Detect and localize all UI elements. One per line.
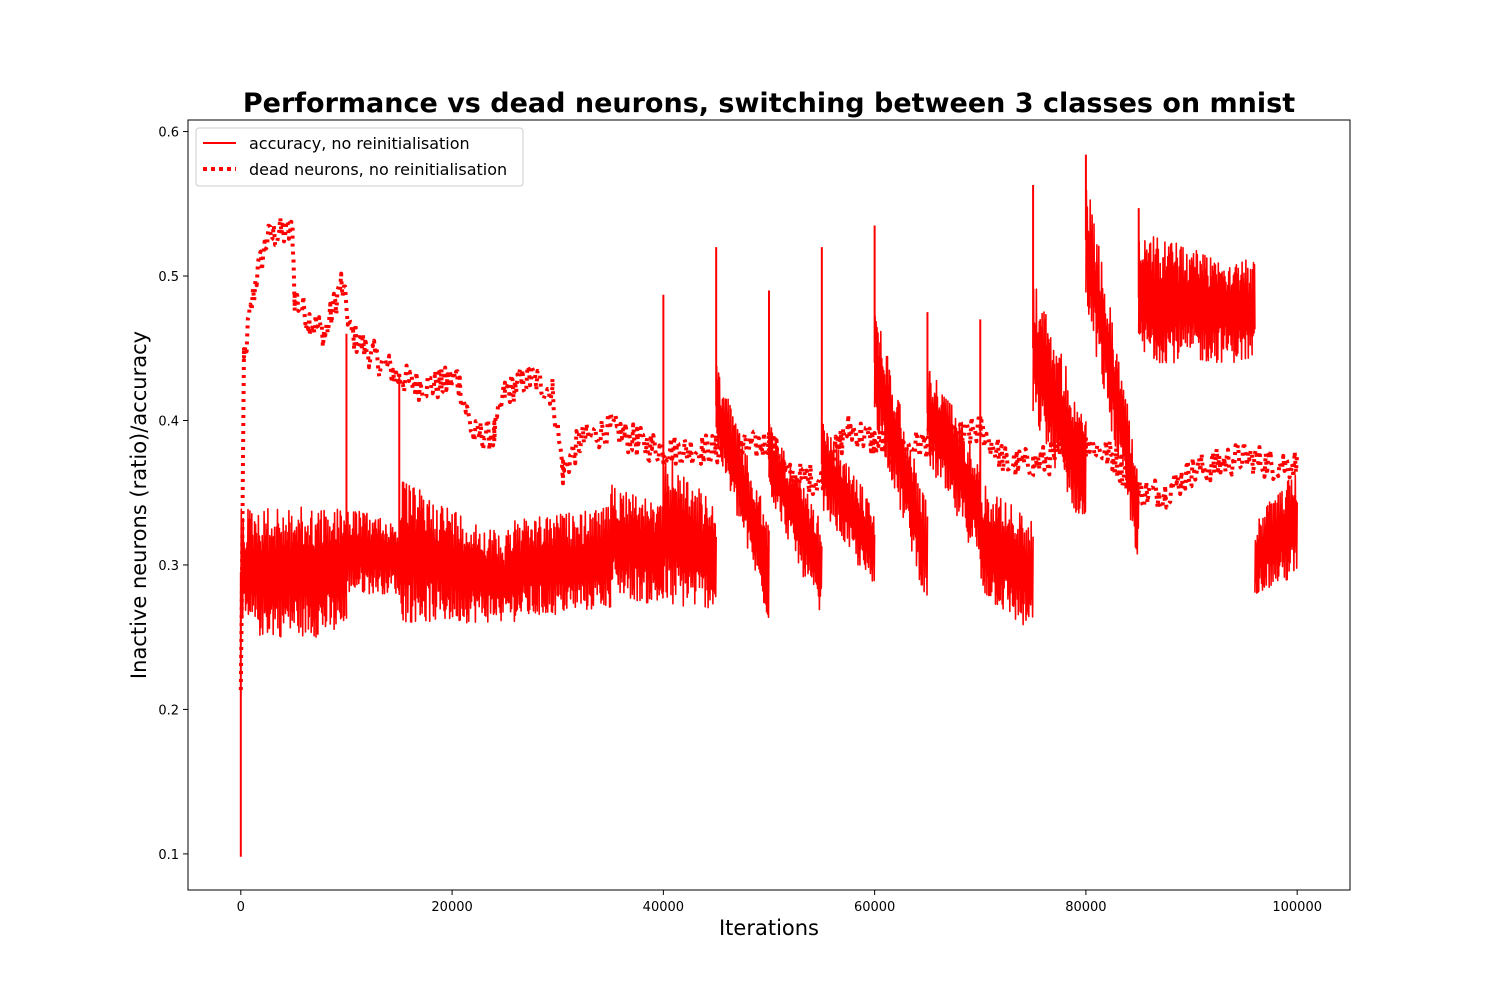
y-axis-label: Inactive neurons (ratio)/accuracy <box>127 331 151 679</box>
legend: accuracy, no reinitialisation dead neuro… <box>195 127 524 187</box>
legend-box <box>195 127 524 187</box>
legend-label-dead-neurons: dead neurons, no reinitialisation <box>249 160 507 179</box>
accuracy-segment <box>1085 189 1140 555</box>
accuracy-segment <box>609 484 665 604</box>
x-tick-label: 20000 <box>431 900 472 915</box>
y-tick-label: 0.1 <box>158 848 179 863</box>
plot-area <box>187 119 1351 891</box>
x-tick-label: 0 <box>237 900 245 915</box>
x-tick-label: 60000 <box>854 900 895 915</box>
accuracy-segment <box>715 365 770 618</box>
x-axis-label: Iterations <box>719 916 819 940</box>
y-tick-label: 0.3 <box>158 559 179 574</box>
y-tick-label: 0.4 <box>158 414 179 429</box>
accuracy-segment <box>345 510 401 595</box>
accuracy-segment <box>926 370 982 550</box>
plot-frame <box>187 119 1351 891</box>
y-tick-label: 0.5 <box>158 270 179 285</box>
legend-label-accuracy: accuracy, no reinitialisation <box>249 134 470 153</box>
accuracy-segment <box>768 423 823 611</box>
x-tick-label: 40000 <box>643 900 684 915</box>
dead-neurons-line <box>238 215 1300 691</box>
accuracy-segment <box>662 459 717 609</box>
y-tick-label: 0.2 <box>158 703 179 718</box>
x-axis-ticks: 0 20000 40000 60000 80000 100000 <box>237 890 1322 915</box>
accuracy-segment <box>1032 288 1087 515</box>
y-tick-label: 0.6 <box>158 126 179 141</box>
accuracy-segment <box>1254 474 1298 594</box>
series-accuracy <box>239 154 1298 857</box>
y-axis-ticks: 0.1 0.2 0.3 0.4 0.5 0.6 <box>158 126 188 863</box>
accuracy-segment <box>504 506 612 623</box>
accuracy-segment <box>873 315 929 596</box>
x-tick-label: 100000 <box>1272 900 1322 915</box>
x-tick-label: 80000 <box>1065 900 1106 915</box>
accuracy-segment <box>979 485 1034 626</box>
accuracy-segment <box>821 423 876 582</box>
accuracy-segment <box>240 506 348 638</box>
accuracy-segment <box>1137 236 1256 364</box>
accuracy-segment <box>398 481 506 624</box>
chart-title: Performance vs dead neurons, switching b… <box>243 88 1295 119</box>
series-layer <box>238 154 1300 857</box>
series-dead-neurons <box>238 215 1300 691</box>
